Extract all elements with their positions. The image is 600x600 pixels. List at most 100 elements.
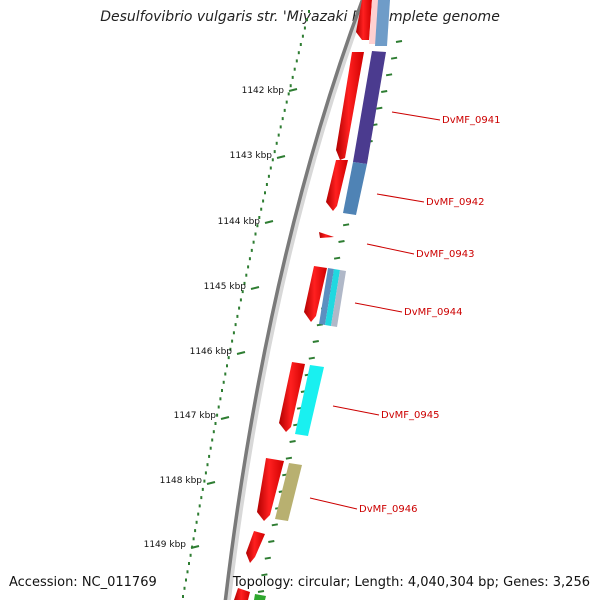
cds-feature[interactable] bbox=[257, 458, 284, 521]
track-dash bbox=[385, 73, 393, 77]
scale-dot bbox=[219, 397, 222, 401]
cds-feature[interactable] bbox=[234, 588, 250, 600]
scale-label: 1142 kbp bbox=[242, 86, 285, 96]
cds-feature[interactable] bbox=[326, 160, 348, 211]
scale-label: 1145 kbp bbox=[204, 282, 247, 292]
scale-dot bbox=[258, 216, 261, 219]
cds-feature[interactable] bbox=[319, 232, 334, 238]
scale-dot bbox=[241, 290, 244, 294]
track-dash bbox=[342, 223, 350, 227]
scale-dot bbox=[224, 372, 227, 376]
scale-dot bbox=[197, 512, 200, 516]
scale-dot bbox=[254, 232, 257, 236]
scale-dot bbox=[247, 265, 250, 269]
gene-label-dvmf-0943[interactable]: DvMF_0943 bbox=[416, 249, 474, 260]
scale-dot bbox=[236, 314, 239, 318]
scale-dot bbox=[269, 166, 272, 170]
scale-dot bbox=[192, 537, 195, 541]
scale-dot bbox=[189, 553, 192, 557]
cds-feature[interactable] bbox=[356, 0, 372, 40]
scale-dot bbox=[256, 224, 259, 228]
feature-steelblue[interactable] bbox=[343, 162, 367, 215]
scale-label: 1147 kbp bbox=[174, 411, 217, 421]
scale-dot bbox=[183, 586, 186, 590]
cds-feature[interactable] bbox=[336, 52, 364, 160]
gene-label-dvmf-0942[interactable]: DvMF_0942 bbox=[426, 197, 484, 208]
feature-steelblue[interactable] bbox=[375, 0, 390, 46]
track-dash bbox=[376, 106, 383, 110]
cds-feature[interactable] bbox=[279, 362, 305, 432]
gene-label-dvmf-0944[interactable]: DvMF_0944 bbox=[404, 307, 462, 318]
scale-dot bbox=[209, 446, 212, 450]
track-dash bbox=[312, 340, 319, 343]
scale-dot bbox=[277, 133, 280, 137]
track-dash bbox=[289, 440, 296, 443]
feature-purple[interactable] bbox=[353, 51, 386, 164]
scale-dot bbox=[250, 248, 253, 252]
scale-dot bbox=[238, 306, 241, 310]
gene-labels: DvMF_0941 DvMF_0942 DvMF_0943 DvMF_0944 … bbox=[309, 111, 500, 515]
feature-cyan[interactable] bbox=[295, 365, 324, 436]
cds-track bbox=[234, 0, 372, 600]
feature-khaki[interactable] bbox=[275, 463, 302, 521]
scale-dot bbox=[264, 191, 266, 195]
cds-feature[interactable] bbox=[304, 266, 327, 322]
scale-dot bbox=[248, 257, 251, 261]
gene-label-dvmf-0945[interactable]: DvMF_0945 bbox=[381, 410, 439, 421]
scale-dot bbox=[275, 141, 278, 145]
scale-label: 1143 kbp bbox=[230, 151, 273, 161]
scale-dot bbox=[227, 356, 230, 360]
scale-dot bbox=[203, 479, 206, 483]
scale-labels: 1142 kbp 1143 kbp 1144 kbp 1145 kbp 1146… bbox=[144, 86, 285, 550]
feature-green[interactable] bbox=[254, 594, 266, 600]
track-dash bbox=[264, 556, 271, 560]
scale-dot bbox=[299, 43, 302, 46]
scale-dot bbox=[212, 430, 215, 434]
track-dash bbox=[268, 540, 275, 543]
scale-dot bbox=[229, 347, 232, 351]
feature-cyan[interactable] bbox=[325, 269, 340, 326]
track-dash bbox=[390, 56, 398, 60]
scale-dot bbox=[303, 26, 306, 30]
map-title: Desulfovibrio vulgaris str. 'Miyazaki F'… bbox=[100, 9, 500, 25]
scale-label: 1148 kbp bbox=[160, 476, 203, 486]
scale-major-ticks bbox=[190, 88, 298, 549]
scale-dot bbox=[200, 496, 203, 500]
scale-dot bbox=[308, 10, 310, 13]
scale-dot bbox=[297, 51, 300, 55]
scale-dot bbox=[211, 438, 214, 442]
scale-dot bbox=[262, 199, 265, 203]
scale-dot bbox=[194, 529, 197, 533]
track-dash bbox=[333, 256, 341, 260]
scale-dots bbox=[182, 10, 310, 598]
scale-dot bbox=[232, 331, 235, 335]
scale-dot bbox=[265, 183, 268, 186]
scale-dot bbox=[195, 520, 198, 524]
scale-dot bbox=[283, 108, 286, 112]
scale-dot bbox=[287, 92, 290, 96]
scale-dot bbox=[217, 405, 220, 409]
scale-dot bbox=[234, 323, 237, 327]
feature-steelblue[interactable] bbox=[319, 268, 334, 325]
scale-dot bbox=[243, 281, 246, 285]
scale-dot bbox=[260, 207, 263, 211]
track-dash bbox=[257, 590, 265, 593]
track-dash bbox=[308, 356, 315, 360]
cds-feature[interactable] bbox=[246, 531, 265, 563]
genome-backbone bbox=[223, 0, 369, 600]
scale-dot bbox=[291, 75, 294, 79]
scale-dot bbox=[221, 389, 223, 392]
gene-label-dvmf-0946[interactable]: DvMF_0946 bbox=[359, 504, 417, 515]
scale-label: 1144 kbp bbox=[218, 217, 261, 227]
scale-dot bbox=[188, 562, 190, 565]
scale-label: 1149 kbp bbox=[144, 540, 187, 550]
feature-grey[interactable] bbox=[331, 270, 346, 327]
scale-dot bbox=[231, 339, 234, 343]
gene-label-dvmf-0941[interactable]: DvMF_0941 bbox=[442, 115, 500, 126]
scale-dot bbox=[301, 34, 304, 38]
accession-text: Accession: NC_011769 bbox=[9, 575, 157, 590]
scale-dot bbox=[293, 67, 296, 71]
scale-dot bbox=[295, 59, 298, 63]
scale-label: 1146 kbp bbox=[190, 347, 233, 357]
